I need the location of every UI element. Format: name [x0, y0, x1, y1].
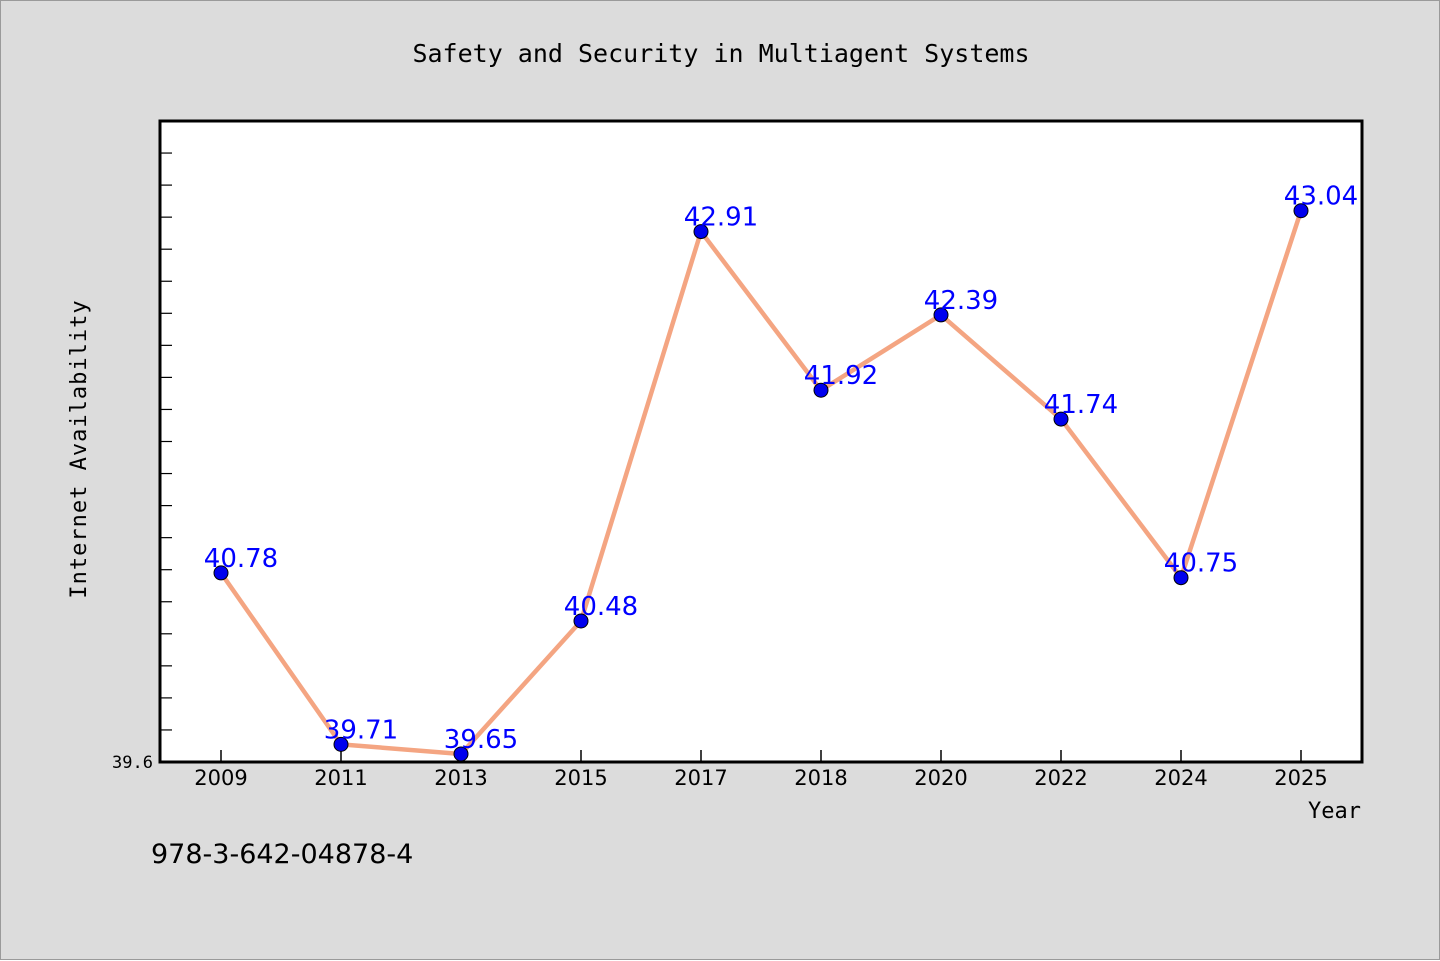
data-label-2022: 41.74 [1044, 390, 1118, 420]
data-point-2017 [693, 224, 709, 240]
data-label-2015: 40.48 [564, 592, 638, 622]
x-tick-label: 2013 [434, 766, 487, 790]
y-tick-label: 39.6 [112, 753, 153, 773]
data-label-2025: 43.04 [1284, 182, 1358, 212]
data-label-2009: 40.78 [204, 544, 278, 574]
data-point-2024 [1173, 570, 1189, 586]
isbn-label: 978-3-642-04878-4 [151, 839, 413, 870]
series-points-group [213, 203, 1309, 762]
series-line [218, 208, 1304, 757]
data-point-2015 [573, 613, 589, 629]
data-label-2018: 41.92 [804, 361, 878, 391]
x-tick-label: 2022 [1034, 766, 1087, 790]
data-label-2024: 40.75 [1164, 549, 1238, 579]
x-axis-title: Year [1308, 799, 1361, 824]
x-tick-labels: 2009 2011 2013 2015 2017 2018 2020 2022 2024 2025 [194, 766, 1327, 790]
data-point-2025 [1293, 203, 1309, 219]
x-tick-label: 2024 [1154, 766, 1207, 790]
data-label-2013: 39.65 [444, 725, 518, 755]
x-tick-label: 2020 [914, 766, 967, 790]
data-label-2020: 42.39 [924, 286, 998, 316]
x-tick-label: 2017 [674, 766, 727, 790]
data-label-2011: 39.71 [324, 715, 398, 745]
y-axis-minor-ticks [160, 152, 172, 731]
data-point-2018 [813, 382, 829, 398]
series-line-group [218, 208, 1304, 757]
data-point-2013 [453, 746, 469, 762]
plot-area [158, 119, 1364, 764]
x-tick-label: 2011 [314, 766, 367, 790]
x-tick-label: 2015 [554, 766, 607, 790]
data-label-2017: 42.91 [684, 203, 758, 233]
data-point-2009 [213, 565, 229, 581]
chart-title: Safety and Security in Multiagent System… [412, 39, 1029, 68]
x-tick-label: 2018 [794, 766, 847, 790]
data-point-2011 [333, 736, 349, 752]
data-point-2020 [933, 307, 949, 323]
data-labels-group: 40.78 39.71 39.65 40.48 42.91 41.92 42.39 41.74… [204, 182, 1358, 755]
data-point-2022 [1053, 411, 1069, 427]
y-axis-title: Internet Availability [67, 299, 92, 598]
x-tick-label: 2025 [1274, 766, 1327, 790]
x-tick-label: 2009 [194, 766, 247, 790]
